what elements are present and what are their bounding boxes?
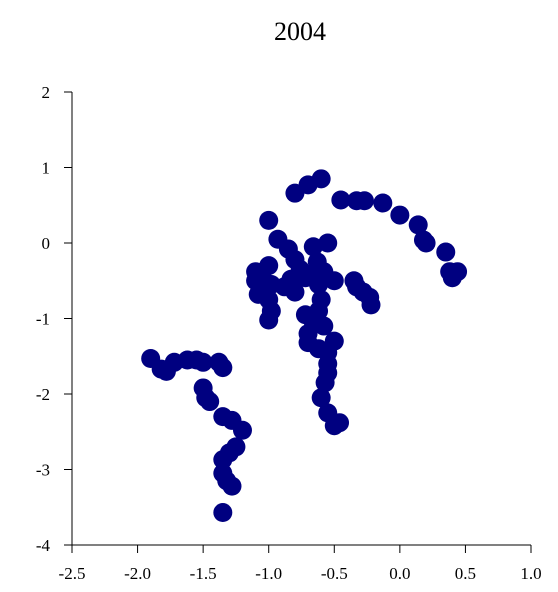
- x-tick-label: -2.5: [59, 564, 86, 583]
- data-point: [261, 275, 281, 295]
- data-point: [213, 503, 233, 523]
- chart-title: 2004: [274, 17, 326, 46]
- y-tick-label: 2: [42, 83, 51, 102]
- x-tick-label: 0.0: [389, 564, 410, 583]
- y-tick-label: 0: [42, 234, 51, 253]
- data-point: [213, 450, 233, 470]
- y-tick-label: -2: [36, 385, 50, 404]
- y-tick-label: -1: [36, 310, 50, 329]
- data-point: [436, 242, 456, 262]
- data-point: [318, 233, 338, 253]
- data-point: [222, 476, 242, 496]
- chart-axes: -2.5 -2.0 -1.5 -1.0 -0.5 0.0 0.5 1.0 2 1 0 -1 -2 -3 -4: [36, 83, 542, 583]
- x-tick-label: 0.5: [455, 564, 476, 583]
- y-tick-label: 1: [42, 159, 51, 178]
- data-point: [314, 316, 334, 336]
- data-point: [259, 210, 279, 230]
- x-tick-label: -1.0: [255, 564, 282, 583]
- data-point: [259, 310, 279, 330]
- data-point: [285, 282, 305, 302]
- x-tick-label: -0.5: [321, 564, 348, 583]
- data-point: [408, 215, 428, 235]
- data-point: [285, 183, 305, 203]
- data-point: [232, 420, 252, 440]
- data-point: [354, 191, 374, 211]
- data-point: [373, 193, 393, 213]
- data-point: [193, 352, 213, 372]
- data-point: [311, 388, 331, 408]
- data-point: [361, 295, 381, 315]
- data-point: [416, 233, 436, 253]
- data-point: [303, 237, 323, 257]
- data-point: [448, 262, 468, 282]
- data-points: [141, 169, 468, 523]
- data-point: [315, 373, 335, 393]
- data-point: [213, 358, 233, 378]
- y-tick-label: -4: [36, 536, 51, 555]
- data-point: [200, 392, 220, 412]
- y-tick-label: -3: [36, 461, 50, 480]
- data-point: [330, 413, 350, 433]
- data-point: [301, 265, 321, 285]
- x-tick-label: 1.0: [520, 564, 541, 583]
- x-tick-label: -2.0: [124, 564, 151, 583]
- data-point: [324, 271, 344, 291]
- data-point: [390, 205, 410, 225]
- x-tick-label: -1.5: [190, 564, 217, 583]
- data-point: [331, 190, 351, 210]
- data-point: [324, 331, 344, 351]
